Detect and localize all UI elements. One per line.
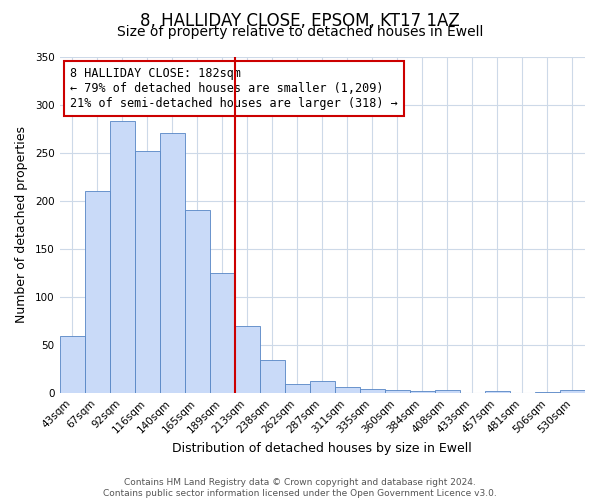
Bar bbox=[160, 134, 185, 394]
Bar bbox=[535, 392, 560, 394]
Bar bbox=[410, 392, 435, 394]
Bar bbox=[335, 386, 360, 394]
Bar bbox=[310, 381, 335, 394]
Text: 8, HALLIDAY CLOSE, EPSOM, KT17 1AZ: 8, HALLIDAY CLOSE, EPSOM, KT17 1AZ bbox=[140, 12, 460, 30]
Bar bbox=[134, 151, 160, 394]
Y-axis label: Number of detached properties: Number of detached properties bbox=[15, 126, 28, 324]
Bar bbox=[285, 384, 310, 394]
Bar bbox=[110, 121, 134, 394]
Bar bbox=[435, 390, 460, 394]
Bar bbox=[360, 388, 385, 394]
Bar bbox=[560, 390, 585, 394]
Bar bbox=[59, 336, 85, 394]
Bar bbox=[235, 326, 260, 394]
Text: Size of property relative to detached houses in Ewell: Size of property relative to detached ho… bbox=[117, 25, 483, 39]
Text: 8 HALLIDAY CLOSE: 182sqm
← 79% of detached houses are smaller (1,209)
21% of sem: 8 HALLIDAY CLOSE: 182sqm ← 79% of detach… bbox=[70, 66, 398, 110]
Bar bbox=[209, 273, 235, 394]
Text: Contains HM Land Registry data © Crown copyright and database right 2024.
Contai: Contains HM Land Registry data © Crown c… bbox=[103, 478, 497, 498]
Bar bbox=[485, 392, 510, 394]
X-axis label: Distribution of detached houses by size in Ewell: Distribution of detached houses by size … bbox=[172, 442, 472, 455]
Bar bbox=[85, 191, 110, 394]
Bar bbox=[260, 360, 285, 394]
Bar bbox=[385, 390, 410, 394]
Bar bbox=[185, 210, 209, 394]
